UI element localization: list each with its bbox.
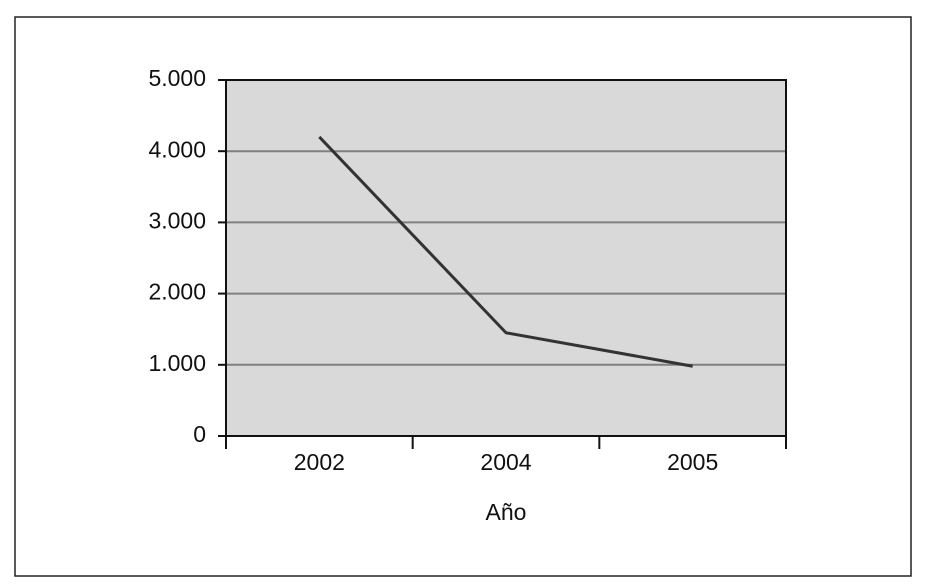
y-tick-label: 4.000 [148, 136, 206, 162]
y-tick-label: 3.000 [148, 207, 206, 233]
y-tick-label: 2.000 [148, 279, 206, 305]
plot-border [225, 79, 787, 437]
y-tick-label: 1.000 [148, 350, 206, 376]
data-line [318, 135, 693, 368]
y-tick-label: 5.000 [148, 65, 206, 91]
plot-area [226, 80, 786, 436]
x-tick-label: 2004 [480, 449, 531, 475]
x-tick-label: 2002 [294, 449, 345, 475]
y-tick-label: 0 [193, 421, 206, 447]
x-axis-label: Año [486, 499, 527, 525]
x-tick-label: 2005 [667, 449, 718, 475]
